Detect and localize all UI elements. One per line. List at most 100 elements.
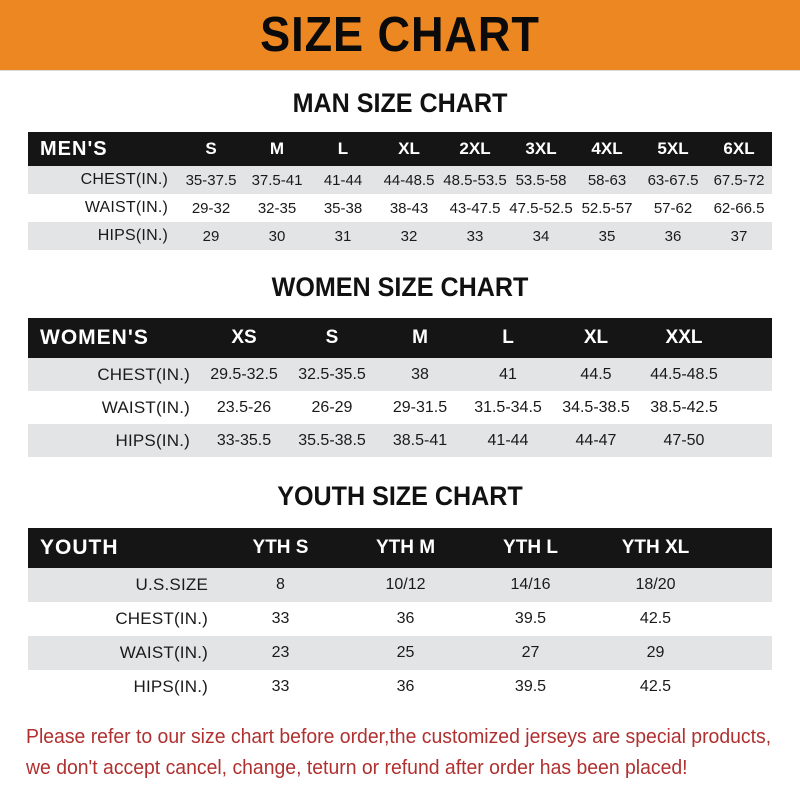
women-cell: 34.5-38.5 <box>552 391 640 424</box>
women-cell: 29.5-32.5 <box>200 358 288 391</box>
return-policy-line-2: we don't accept cancel, change, teturn o… <box>26 757 688 779</box>
men-size-header: S <box>178 132 244 166</box>
man-size-table: MEN'S S M L XL 2XL 3XL 4XL 5XL 6XL CHEST(IN.) 35-3… <box>28 132 772 250</box>
youth-cell: 39.5 <box>468 670 593 704</box>
men-cell: 58-63 <box>574 166 640 194</box>
men-row-label: CHEST(IN.) <box>28 166 178 194</box>
page-banner: SIZE CHART <box>0 0 800 71</box>
men-cell: 38-43 <box>376 194 442 222</box>
women-size-header: XS <box>200 318 288 358</box>
youth-cell: 10/12 <box>343 568 468 602</box>
man-section-title: MAN SIZE CHART <box>292 88 508 118</box>
man-header-row: MEN'S S M L XL 2XL 3XL 4XL 5XL 6XL <box>28 132 772 166</box>
youth-section-title: YOUTH SIZE CHART <box>277 481 523 511</box>
youth-size-header: YTH XL <box>593 528 718 568</box>
women-section-title: WOMEN SIZE CHART <box>271 272 529 302</box>
youth-table-body: U.S.SIZE 8 10/12 14/16 18/20 CHEST(IN.) 33 36 39… <box>28 568 772 704</box>
women-size-header: L <box>464 318 552 358</box>
youth-header-row: YOUTH YTH S YTH M YTH L YTH XL <box>28 528 772 568</box>
youth-row-label: CHEST(IN.) <box>28 602 218 636</box>
women-cell: 47-50 <box>640 424 728 457</box>
women-cell: 44.5-48.5 <box>640 358 728 391</box>
women-cell-filler <box>728 391 772 424</box>
women-cell: 29-31.5 <box>376 391 464 424</box>
women-table-head: WOMEN'S XS S M L XL XXL <box>28 318 772 358</box>
men-size-header: 2XL <box>442 132 508 166</box>
women-size-table: WOMEN'S XS S M L XL XXL CHEST(IN.) 29.5-32.5 32.… <box>28 318 772 457</box>
men-cell: 63-67.5 <box>640 166 706 194</box>
return-policy-note: Please refer to our size chart before or… <box>26 722 772 784</box>
youth-table-wrapper: YOUTH YTH S YTH M YTH L YTH XL U.S.SIZE 8 10/1… <box>28 528 772 704</box>
women-cell: 38.5-42.5 <box>640 391 728 424</box>
women-cell: 41-44 <box>464 424 552 457</box>
youth-row-label: HIPS(IN.) <box>28 670 218 704</box>
men-cell: 48.5-53.5 <box>442 166 508 194</box>
youth-size-table: YOUTH YTH S YTH M YTH L YTH XL U.S.SIZE 8 10/1… <box>28 528 772 704</box>
women-size-header: S <box>288 318 376 358</box>
youth-cell: 39.5 <box>468 602 593 636</box>
men-cell: 67.5-72 <box>706 166 772 194</box>
men-cell: 43-47.5 <box>442 194 508 222</box>
men-cell: 37 <box>706 222 772 250</box>
youth-size-header: YTH S <box>218 528 343 568</box>
women-cell: 38.5-41 <box>376 424 464 457</box>
women-cell: 38 <box>376 358 464 391</box>
youth-cell: 33 <box>218 670 343 704</box>
men-cell: 32 <box>376 222 442 250</box>
table-row: HIPS(IN.) 29 30 31 32 33 34 35 36 37 <box>28 222 772 250</box>
women-header-filler <box>728 318 772 358</box>
youth-header-label: YOUTH <box>28 528 218 568</box>
youth-size-header: YTH L <box>468 528 593 568</box>
men-cell: 32-35 <box>244 194 310 222</box>
women-cell: 31.5-34.5 <box>464 391 552 424</box>
men-size-header: XL <box>376 132 442 166</box>
table-row: CHEST(IN.) 33 36 39.5 42.5 <box>28 602 772 636</box>
youth-cell: 36 <box>343 602 468 636</box>
women-cell: 33-35.5 <box>200 424 288 457</box>
men-cell: 33 <box>442 222 508 250</box>
youth-cell: 25 <box>343 636 468 670</box>
man-table-head: MEN'S S M L XL 2XL 3XL 4XL 5XL 6XL <box>28 132 772 166</box>
men-cell: 47.5-52.5 <box>508 194 574 222</box>
youth-cell: 36 <box>343 670 468 704</box>
youth-cell: 27 <box>468 636 593 670</box>
youth-cell: 23 <box>218 636 343 670</box>
women-cell: 23.5-26 <box>200 391 288 424</box>
women-size-header: XL <box>552 318 640 358</box>
men-size-header: M <box>244 132 310 166</box>
women-row-label: HIPS(IN.) <box>28 424 200 457</box>
youth-header-filler <box>718 528 772 568</box>
men-size-header: 3XL <box>508 132 574 166</box>
table-row: WAIST(IN.) 23 25 27 29 <box>28 636 772 670</box>
women-cell: 32.5-35.5 <box>288 358 376 391</box>
men-cell: 62-66.5 <box>706 194 772 222</box>
men-cell: 30 <box>244 222 310 250</box>
return-policy-line-1: Please refer to our size chart before or… <box>26 726 772 748</box>
women-cell: 44.5 <box>552 358 640 391</box>
women-size-header: XXL <box>640 318 728 358</box>
men-size-header: 4XL <box>574 132 640 166</box>
women-header-row: WOMEN'S XS S M L XL XXL <box>28 318 772 358</box>
women-size-header: M <box>376 318 464 358</box>
youth-row-label: WAIST(IN.) <box>28 636 218 670</box>
men-cell: 29 <box>178 222 244 250</box>
women-cell-filler <box>728 358 772 391</box>
youth-cell: 18/20 <box>593 568 718 602</box>
youth-cell: 14/16 <box>468 568 593 602</box>
table-row: HIPS(IN.) 33-35.5 35.5-38.5 38.5-41 41-44 44-… <box>28 424 772 457</box>
youth-size-header: YTH M <box>343 528 468 568</box>
men-size-header: L <box>310 132 376 166</box>
youth-cell: 42.5 <box>593 670 718 704</box>
youth-cell: 42.5 <box>593 602 718 636</box>
women-cell: 41 <box>464 358 552 391</box>
men-cell: 52.5-57 <box>574 194 640 222</box>
women-cell: 44-47 <box>552 424 640 457</box>
women-header-label: WOMEN'S <box>28 318 200 358</box>
man-table-wrapper: MEN'S S M L XL 2XL 3XL 4XL 5XL 6XL CHEST(IN.) 35-3… <box>28 132 772 250</box>
men-cell: 35-38 <box>310 194 376 222</box>
women-row-label: WAIST(IN.) <box>28 391 200 424</box>
men-cell: 36 <box>640 222 706 250</box>
men-cell: 29-32 <box>178 194 244 222</box>
men-cell: 35 <box>574 222 640 250</box>
